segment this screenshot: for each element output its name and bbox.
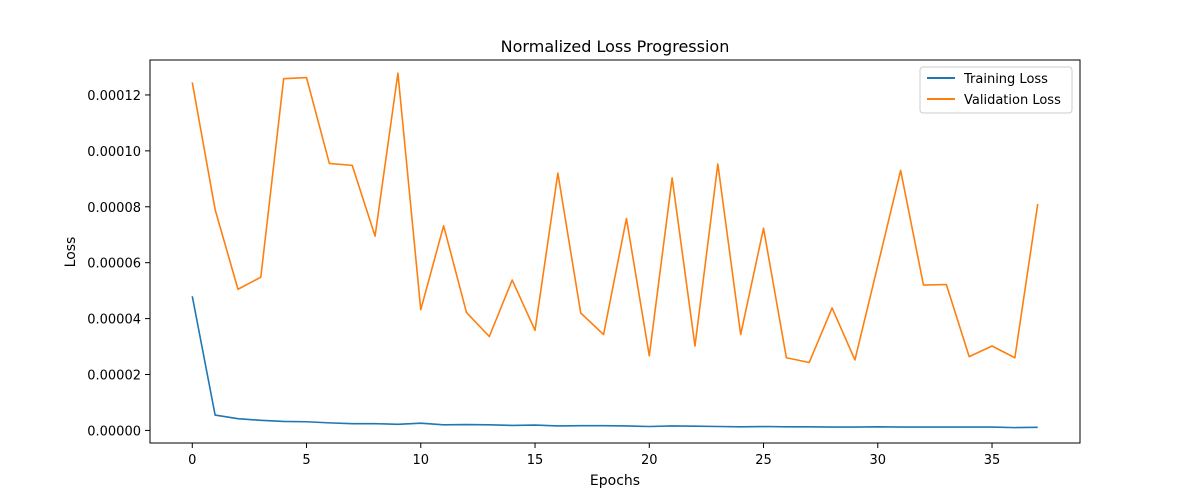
x-tick-label: 30 [870, 453, 887, 468]
legend-frame [919, 66, 1073, 114]
x-tick-label: 15 [527, 453, 544, 468]
y-axis: 0.00000 0.00002 0.00004 0.00006 0.00008 0.000… [87, 89, 150, 439]
x-tick-label: 5 [302, 453, 310, 468]
legend: Training Loss Validation Loss [919, 66, 1073, 114]
x-tick-label: 35 [984, 453, 1001, 468]
y-axis-label: Loss [63, 237, 79, 268]
y-tick-label: 0.00000 [87, 424, 141, 439]
x-axis-label: Epochs [590, 473, 640, 489]
y-tick-label: 0.00006 [87, 257, 141, 272]
legend-label-training: Training Loss [963, 72, 1048, 87]
y-tick-label: 0.00002 [87, 369, 141, 384]
series-line-training-loss [191, 296, 1038, 429]
y-tick-label: 0.00012 [87, 89, 141, 104]
series-lines [191, 72, 1039, 429]
x-tick-label: 10 [413, 453, 430, 468]
x-tick-label: 20 [641, 453, 658, 468]
chart-title: Normalized Loss Progression [501, 37, 730, 56]
x-tick-label: 25 [755, 453, 772, 468]
x-axis: 0 5 10 15 20 25 30 35 [188, 443, 1000, 468]
series-line-validation-loss [191, 72, 1039, 364]
legend-label-validation: Validation Loss [964, 93, 1061, 108]
y-tick-label: 0.00010 [87, 145, 141, 160]
x-tick-label: 0 [188, 453, 196, 468]
axes-frame [149, 59, 1081, 444]
plot-area: 0 5 10 15 20 25 30 35 0.000000.000020.000040.00… [87, 59, 1081, 468]
y-tick-label: 0.00008 [87, 201, 141, 216]
y-tick-label: 0.00004 [87, 313, 141, 328]
